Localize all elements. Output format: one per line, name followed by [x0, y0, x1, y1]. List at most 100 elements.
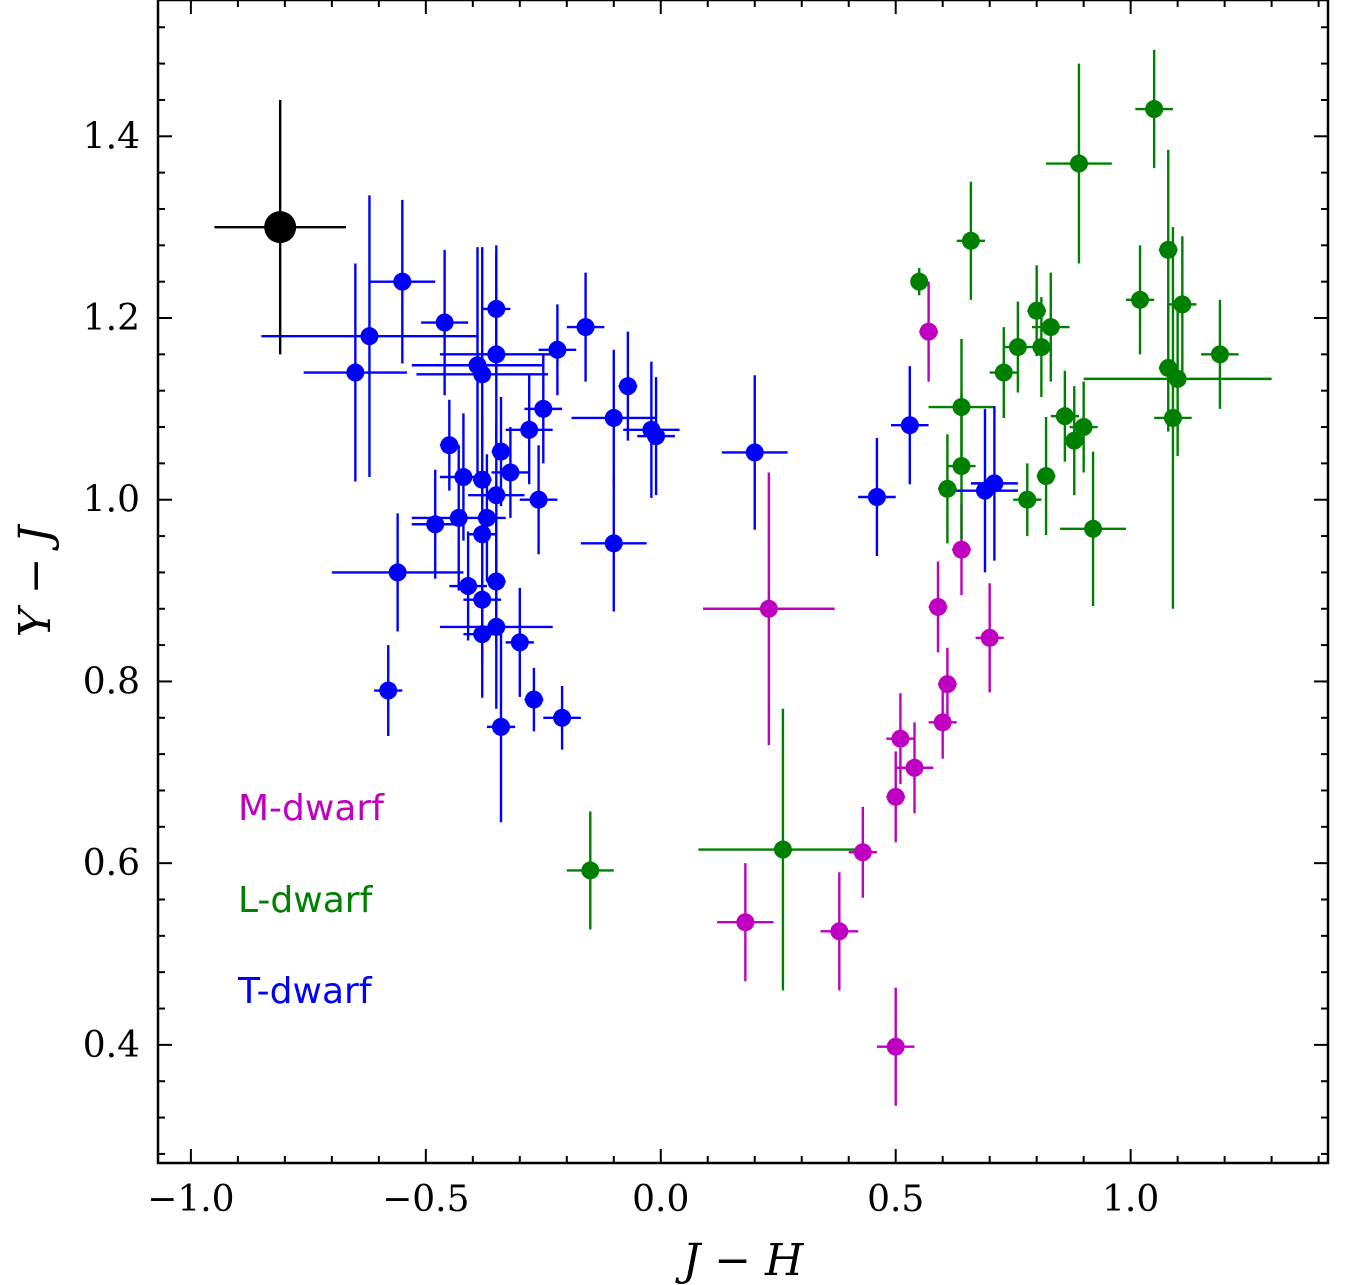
m-dwarf-point-8: [905, 758, 924, 777]
t-dwarf-point-12: [604, 408, 623, 427]
t-dwarf-point-29: [449, 508, 468, 527]
t-dwarf-point-5: [548, 340, 567, 359]
l-dwarf-point-4: [910, 272, 929, 291]
x-tick-label: −0.5: [382, 1179, 469, 1220]
t-dwarf-point-14: [520, 420, 539, 439]
t-dwarf-point-17: [900, 416, 919, 435]
t-dwarf-point-2: [487, 299, 506, 318]
t-dwarf-point-39: [510, 633, 529, 652]
t-dwarf-point-4: [576, 318, 595, 337]
t-dwarf-point-27: [985, 474, 1004, 493]
t-dwarf-point-32: [604, 534, 623, 553]
t-dwarf-point-1: [435, 313, 454, 332]
y-tick-label: 1.4: [83, 116, 140, 157]
t-dwarf-point-25: [867, 488, 886, 507]
t-dwarf-point-22: [473, 470, 492, 489]
t-dwarf-point-8: [346, 363, 365, 382]
l-dwarf-point-9: [1008, 338, 1027, 357]
highlight-point-0: [264, 211, 297, 244]
m-dwarf-point-10: [853, 843, 872, 862]
t-dwarf-point-40: [379, 681, 398, 700]
l-dwarf-point-25: [581, 861, 600, 880]
l-dwarf-point-1: [1069, 154, 1088, 173]
t-dwarf-point-0: [393, 272, 412, 291]
m-dwarf-point-11: [736, 913, 755, 932]
t-dwarf-point-34: [487, 572, 506, 591]
y-tick-label: 0.6: [83, 843, 140, 884]
t-dwarf-point-42: [553, 708, 572, 727]
y-tick-labels: 0.4 0.6 0.8 1.0 1.2 1.4: [83, 116, 140, 1066]
t-dwarf-point-37: [487, 617, 506, 636]
m-dwarf-point-6: [933, 713, 952, 732]
t-dwarf-point-18: [440, 436, 459, 455]
t-dwarf-point-16: [745, 443, 764, 462]
l-dwarf-point-26: [773, 840, 792, 859]
m-dwarf-point-4: [980, 628, 999, 647]
error-bars: [214, 49, 1272, 1106]
l-dwarf-point-14: [1168, 369, 1187, 388]
legend-t-dwarf: T-dwarf: [237, 971, 373, 1012]
y-tick-label: 0.8: [83, 661, 140, 702]
plot-frame: [156, 0, 1330, 1165]
y-tick-label: 1.0: [83, 480, 140, 521]
x-tick-label: −1.0: [147, 1179, 234, 1220]
x-tick-label: 1.0: [1102, 1179, 1159, 1220]
m-dwarf-point-9: [886, 787, 905, 806]
t-dwarf-point-30: [426, 515, 445, 534]
t-dwarf-point-6: [487, 345, 506, 364]
t-dwarf-point-28: [477, 508, 496, 527]
legend-l-dwarf: L-dwarf: [238, 880, 374, 921]
l-dwarf-point-11: [1210, 345, 1229, 364]
x-tick-label: 0.5: [867, 1179, 924, 1220]
t-dwarf-point-24: [529, 490, 548, 509]
l-dwarf-point-10: [1032, 338, 1051, 357]
t-dwarf-point-23: [487, 486, 506, 505]
m-dwarf-point-3: [759, 599, 778, 618]
l-dwarf-point-13: [994, 363, 1013, 382]
l-dwarf-point-16: [1055, 407, 1074, 426]
l-dwarf-point-3: [1159, 240, 1178, 259]
data-points: [264, 100, 1229, 1056]
m-dwarf-point-12: [830, 922, 849, 941]
t-dwarf-point-31: [473, 525, 492, 544]
y-axis-label: Y − J: [10, 523, 61, 637]
l-dwarf-point-21: [1037, 467, 1056, 486]
legend: M-dwarf L-dwarf T-dwarf: [237, 788, 385, 1012]
l-dwarf-point-24: [1084, 519, 1103, 538]
m-dwarf-point-1: [952, 540, 971, 559]
t-dwarf-point-35: [459, 577, 478, 596]
l-dwarf-point-5: [1131, 290, 1150, 309]
y-tick-label: 0.4: [83, 1025, 140, 1066]
l-dwarf-point-18: [1074, 418, 1093, 437]
t-dwarf-point-43: [492, 717, 511, 736]
l-dwarf-point-8: [1041, 318, 1060, 337]
t-dwarf-point-15: [647, 427, 666, 446]
t-dwarf-point-9: [473, 365, 492, 384]
m-dwarf-point-2: [929, 597, 947, 616]
t-dwarf-point-41: [524, 690, 543, 709]
x-axis-label: J − H: [675, 1235, 805, 1285]
t-dwarf-point-33: [388, 563, 407, 582]
l-dwarf-point-23: [1018, 490, 1037, 509]
l-dwarf-point-17: [1163, 408, 1182, 427]
l-dwarf-point-15: [952, 398, 971, 417]
l-dwarf-point-2: [961, 231, 980, 250]
x-tick-labels: −1.0 −0.5 0.0 0.5 1.0: [147, 1179, 1159, 1220]
t-dwarf-point-11: [534, 399, 553, 418]
l-dwarf-point-7: [1027, 301, 1046, 320]
t-dwarf-point-38: [473, 625, 492, 644]
legend-m-dwarf: M-dwarf: [238, 788, 385, 829]
y-tick-label: 1.2: [83, 298, 140, 339]
l-dwarf-point-20: [952, 457, 971, 476]
l-dwarf-point-19: [1065, 431, 1084, 450]
m-dwarf-point-7: [891, 729, 910, 748]
m-dwarf-point-0: [919, 322, 938, 341]
t-dwarf-point-21: [454, 468, 473, 487]
t-dwarf-point-10: [618, 377, 637, 396]
x-tick-label: 0.0: [632, 1179, 689, 1220]
m-dwarf-point-13: [886, 1037, 905, 1056]
l-dwarf-point-22: [938, 479, 957, 498]
l-dwarf-point-0: [1145, 100, 1164, 119]
t-dwarf-point-19: [492, 442, 511, 461]
